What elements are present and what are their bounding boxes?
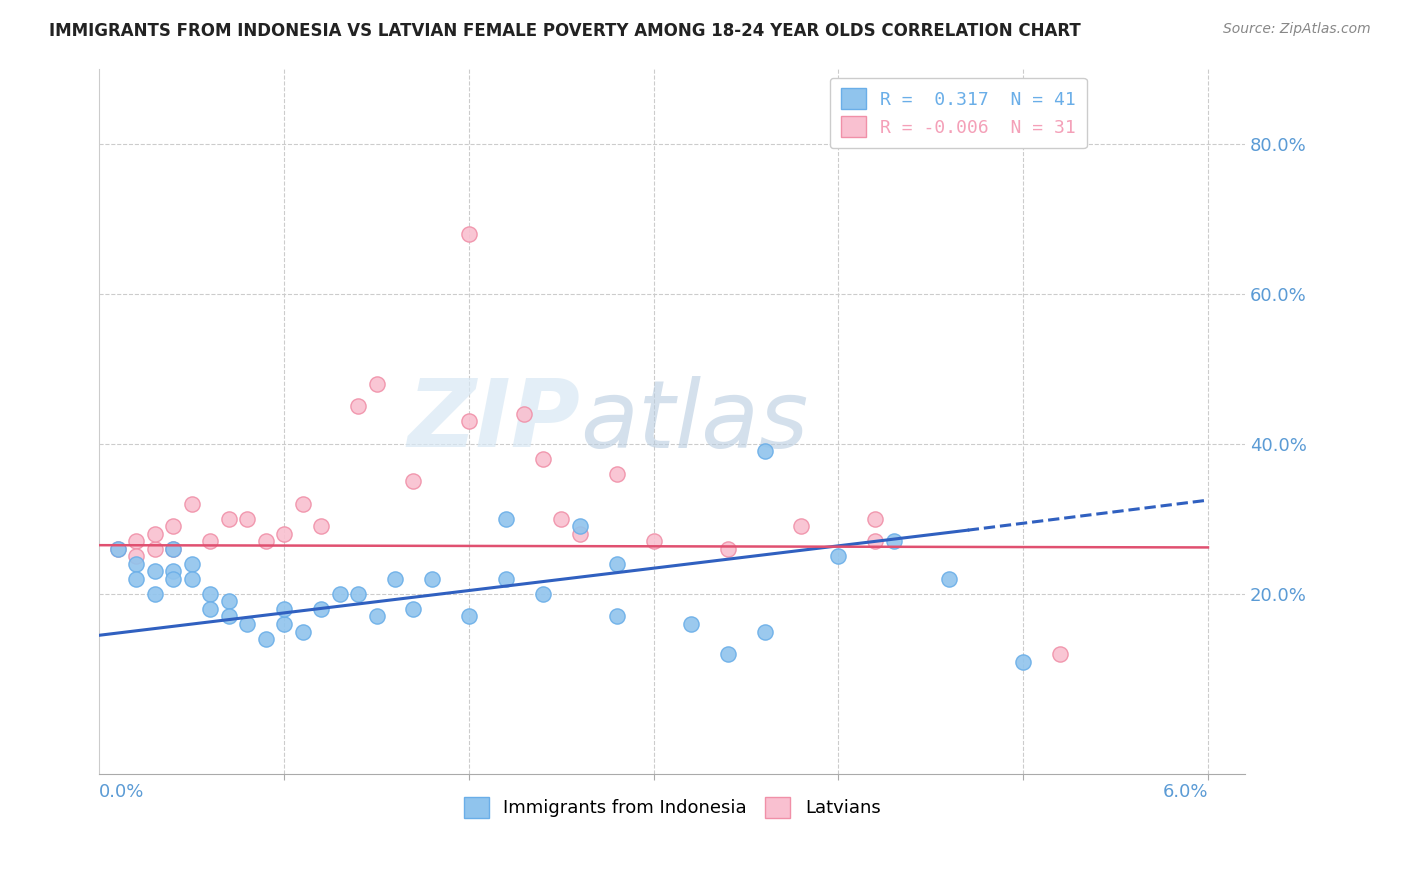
Point bbox=[679, 617, 702, 632]
Point bbox=[643, 534, 665, 549]
Point bbox=[218, 594, 240, 608]
Point bbox=[754, 444, 776, 458]
Point bbox=[550, 512, 572, 526]
Point bbox=[402, 475, 425, 489]
Point bbox=[162, 541, 184, 556]
Point bbox=[309, 519, 332, 533]
Point bbox=[865, 512, 887, 526]
Point bbox=[606, 557, 628, 571]
Point bbox=[457, 227, 479, 241]
Point bbox=[254, 534, 277, 549]
Point bbox=[291, 624, 314, 639]
Point bbox=[162, 565, 184, 579]
Point bbox=[568, 527, 591, 541]
Point bbox=[366, 376, 388, 391]
Point bbox=[236, 617, 259, 632]
Point bbox=[291, 497, 314, 511]
Text: Source: ZipAtlas.com: Source: ZipAtlas.com bbox=[1223, 22, 1371, 37]
Point bbox=[513, 407, 536, 421]
Point bbox=[107, 541, 129, 556]
Point bbox=[1012, 655, 1035, 669]
Point bbox=[162, 541, 184, 556]
Point bbox=[1049, 647, 1071, 661]
Point bbox=[254, 632, 277, 646]
Point bbox=[273, 617, 295, 632]
Legend: Immigrants from Indonesia, Latvians: Immigrants from Indonesia, Latvians bbox=[457, 789, 887, 825]
Point bbox=[716, 647, 738, 661]
Point bbox=[162, 519, 184, 533]
Point bbox=[457, 609, 479, 624]
Point bbox=[347, 587, 370, 601]
Point bbox=[531, 587, 554, 601]
Point bbox=[329, 587, 352, 601]
Point bbox=[420, 572, 443, 586]
Point bbox=[200, 602, 222, 616]
Point bbox=[606, 609, 628, 624]
Point bbox=[143, 565, 166, 579]
Point bbox=[495, 512, 517, 526]
Point bbox=[827, 549, 849, 564]
Point bbox=[309, 602, 332, 616]
Text: atlas: atlas bbox=[581, 376, 808, 467]
Point bbox=[236, 512, 259, 526]
Point bbox=[366, 609, 388, 624]
Point bbox=[568, 519, 591, 533]
Point bbox=[180, 497, 202, 511]
Point bbox=[200, 587, 222, 601]
Point bbox=[865, 534, 887, 549]
Point bbox=[754, 624, 776, 639]
Point bbox=[347, 400, 370, 414]
Text: IMMIGRANTS FROM INDONESIA VS LATVIAN FEMALE POVERTY AMONG 18-24 YEAR OLDS CORREL: IMMIGRANTS FROM INDONESIA VS LATVIAN FEM… bbox=[49, 22, 1081, 40]
Point bbox=[790, 519, 813, 533]
Point bbox=[606, 467, 628, 481]
Text: 6.0%: 6.0% bbox=[1163, 783, 1208, 801]
Text: ZIP: ZIP bbox=[408, 376, 581, 467]
Point bbox=[125, 549, 148, 564]
Point bbox=[938, 572, 960, 586]
Point bbox=[143, 587, 166, 601]
Point bbox=[273, 602, 295, 616]
Point bbox=[200, 534, 222, 549]
Point bbox=[531, 451, 554, 466]
Point bbox=[162, 572, 184, 586]
Point bbox=[180, 557, 202, 571]
Point bbox=[143, 527, 166, 541]
Point bbox=[218, 512, 240, 526]
Point bbox=[180, 572, 202, 586]
Point bbox=[125, 557, 148, 571]
Point bbox=[402, 602, 425, 616]
Point bbox=[716, 541, 738, 556]
Point bbox=[883, 534, 905, 549]
Point bbox=[273, 527, 295, 541]
Point bbox=[107, 541, 129, 556]
Text: 0.0%: 0.0% bbox=[100, 783, 145, 801]
Point bbox=[125, 572, 148, 586]
Point bbox=[143, 541, 166, 556]
Point bbox=[125, 534, 148, 549]
Point bbox=[495, 572, 517, 586]
Point bbox=[457, 414, 479, 428]
Point bbox=[218, 609, 240, 624]
Point bbox=[384, 572, 406, 586]
